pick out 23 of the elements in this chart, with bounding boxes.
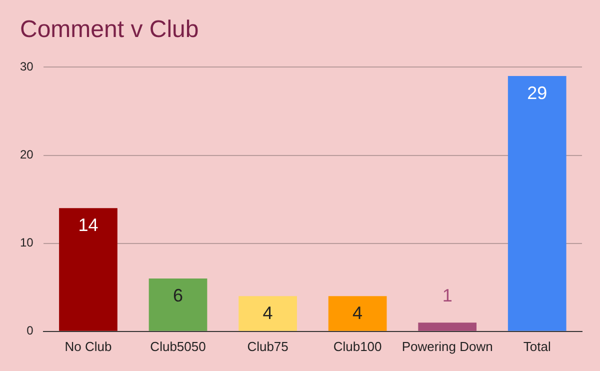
y-tick-label: 0 (26, 324, 34, 338)
bar (59, 208, 118, 331)
x-tick-label: Powering Down (402, 338, 493, 354)
x-tick-label: No Club (64, 338, 112, 354)
x-tick-label: Club75 (247, 338, 288, 354)
data-label: 14 (78, 215, 98, 236)
y-tick-label: 10 (20, 236, 34, 250)
data-label: 6 (173, 286, 184, 306)
x-tick-label: Club5050 (150, 338, 206, 354)
x-tick-label: Club100 (333, 338, 382, 354)
bar (238, 296, 297, 331)
bar (418, 322, 477, 331)
bar (508, 76, 566, 331)
data-label: 29 (527, 82, 548, 103)
y-tick-label: 20 (20, 148, 34, 162)
x-tick-label: Total (523, 338, 551, 354)
data-label: 4 (352, 303, 363, 324)
bar (148, 278, 208, 331)
chart-title: Comment v Club (20, 16, 199, 44)
bar (328, 296, 387, 331)
data-label: 1 (442, 286, 452, 306)
data-label: 4 (262, 303, 273, 324)
y-tick-label: 30 (20, 60, 34, 74)
